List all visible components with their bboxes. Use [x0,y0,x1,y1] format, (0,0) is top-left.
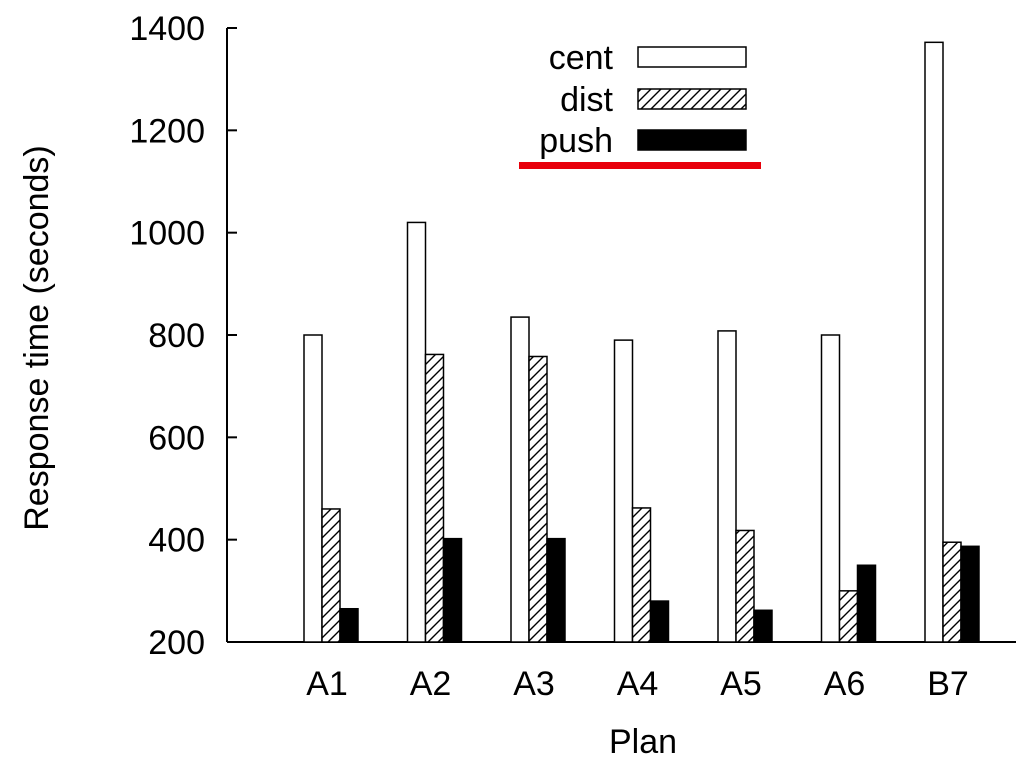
legend-highlight-underline [519,162,761,169]
y-tick-label: 400 [148,522,205,560]
x-tick-label: A1 [306,665,348,703]
bar-push-A3 [546,537,566,643]
bar-push-B7 [960,545,980,643]
bar-push-A2 [442,537,463,643]
x-ticks: A1 A2 A3 A4 A5 A6 B7 [306,632,969,703]
bar-dist-A3 [528,355,548,643]
bars [303,41,980,643]
bar-cent-A3 [510,316,530,643]
bar-cent-A1 [303,334,323,643]
bar-dist-A6 [838,590,859,643]
legend-label-dist: dist [560,81,613,119]
legend-swatch-dist [637,88,747,110]
bar-cent-A6 [820,334,841,643]
legend-swatch-push [637,129,747,151]
bar-push-A4 [649,600,670,643]
legend-label-push: push [539,122,613,160]
bar-push-A1 [339,607,359,643]
y-tick-label: 1200 [129,112,205,150]
y-tick-label: 200 [148,624,205,662]
bar-push-A5 [753,609,773,643]
bar-dist-A2 [424,353,445,643]
x-tick-label: B7 [927,665,969,703]
x-tick-label: A5 [720,665,762,703]
x-tick-label: A2 [410,665,452,703]
x-tick-label: A3 [513,665,555,703]
bar-push-A6 [856,564,877,643]
legend-label-cent: cent [549,39,614,77]
y-tick-label: 600 [148,419,205,457]
y-tick-label: 1400 [129,10,205,48]
bar-dist-A1 [321,508,341,643]
bar-dist-A5 [735,529,755,643]
y-tick-label: 800 [148,317,205,355]
bar-dist-A4 [631,507,652,643]
x-tick-label: A6 [824,665,866,703]
y-tick-label: 1000 [129,215,205,253]
bar-cent-A5 [717,330,737,643]
y-axis-label: Response time (seconds) [18,145,56,531]
bar-cent-A2 [406,221,427,643]
y-ticks: 200 400 600 800 1000 1200 1400 [129,10,237,662]
x-axis-label: Plan [609,723,677,759]
x-tick-label: A4 [617,665,659,703]
bar-dist-B7 [942,541,962,643]
bar-cent-A4 [613,339,634,643]
bar-cent-B7 [924,41,944,643]
legend-swatch-cent [637,46,747,68]
